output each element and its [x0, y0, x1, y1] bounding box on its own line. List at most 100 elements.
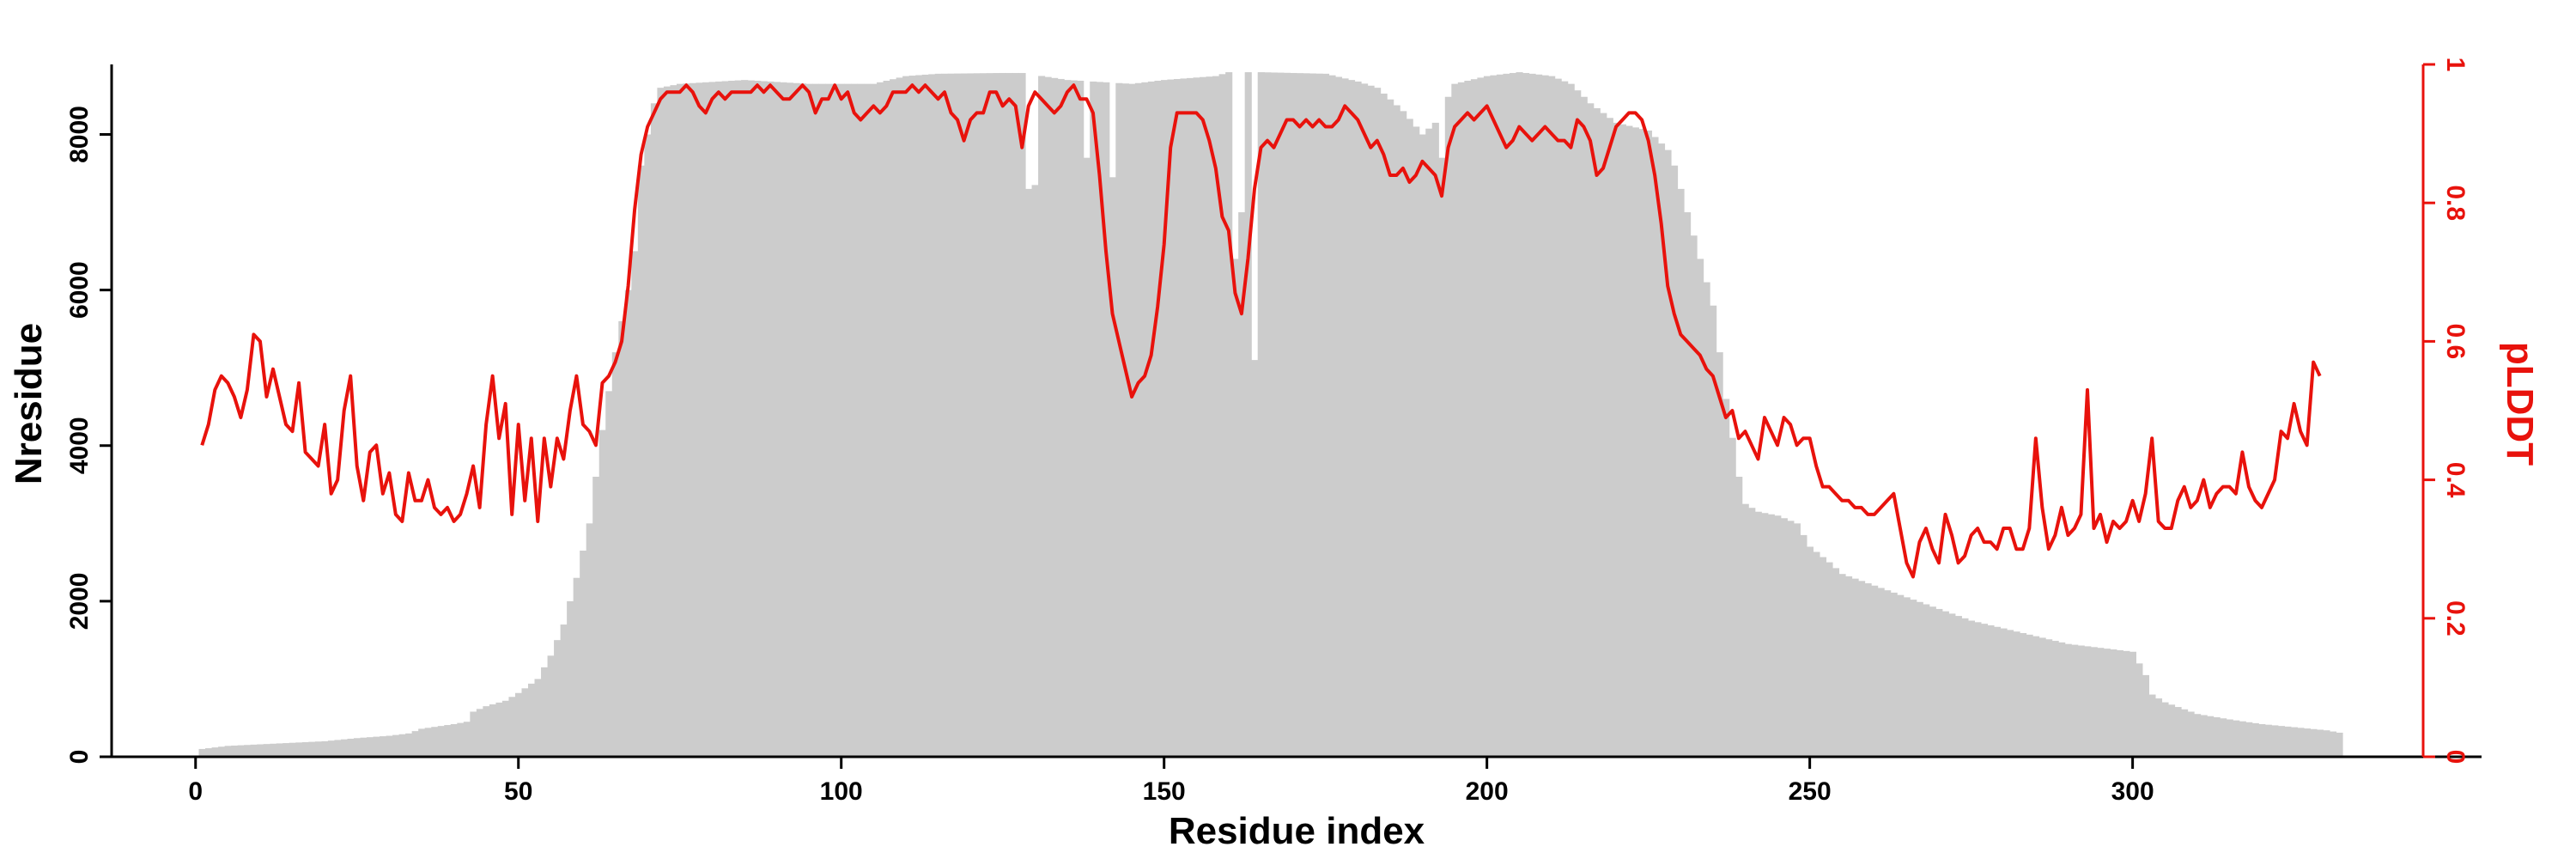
histogram-bar: [1644, 130, 1653, 758]
histogram-bar: [644, 134, 652, 757]
histogram-bar: [444, 725, 452, 757]
histogram-bar: [611, 352, 619, 757]
histogram-bar: [824, 83, 833, 757]
histogram-bar: [450, 723, 458, 757]
histogram-bar: [1096, 82, 1103, 757]
histogram-bar: [1225, 72, 1233, 757]
histogram-bar: [289, 742, 296, 757]
histogram-bar: [257, 744, 264, 757]
histogram-bar: [702, 82, 710, 757]
histogram-bar: [1264, 72, 1272, 758]
histogram-bar: [818, 83, 826, 757]
histogram-bar: [1787, 521, 1795, 757]
histogram-bar: [598, 430, 606, 757]
histogram-bar: [1490, 75, 1498, 758]
histogram-bar: [1600, 113, 1607, 758]
x-tick-label: 100: [820, 777, 863, 806]
histogram-bar: [921, 74, 929, 757]
histogram-bar: [2097, 648, 2105, 757]
histogram-bar: [1657, 143, 1666, 757]
histogram-bar: [2290, 727, 2298, 757]
histogram-bar: [676, 83, 684, 757]
histogram-bar: [2148, 694, 2156, 757]
histogram-bar: [1057, 78, 1065, 757]
histogram-bar: [1444, 96, 1452, 758]
histogram-bar: [1800, 534, 1807, 757]
y-right-tick-label: 1: [2441, 58, 2470, 72]
histogram-bar: [1677, 188, 1685, 757]
histogram-bar: [1548, 76, 1556, 757]
histogram-bar: [1910, 600, 1917, 757]
histogram-bar: [398, 734, 406, 757]
histogram-bar: [560, 624, 568, 757]
histogram-bar: [1477, 77, 1485, 757]
histogram-bar: [624, 289, 632, 757]
histogram-bar: [1290, 72, 1297, 757]
histogram-bar: [528, 683, 536, 757]
histogram-bar: [1328, 75, 1336, 758]
histogram-bar: [1625, 125, 1633, 758]
histogram-bar: [1200, 76, 1207, 758]
histogram-bar: [734, 80, 742, 757]
histogram-bar: [573, 577, 580, 757]
histogram-bar: [670, 85, 677, 757]
histogram-bar: [2284, 726, 2292, 757]
histogram-bar: [1838, 574, 1846, 757]
histogram-bar: [380, 736, 387, 757]
histogram-bar: [890, 79, 897, 757]
y-left-tick-label: 2000: [65, 573, 94, 631]
histogram-bar: [799, 83, 806, 757]
histogram-bar: [754, 81, 762, 757]
y-right-tick-label: 0.2: [2441, 600, 2470, 637]
histogram-bar: [967, 73, 975, 757]
histogram-bar: [567, 600, 574, 757]
histogram-bar: [1767, 514, 1775, 757]
histogram-bar: [231, 745, 239, 757]
histogram-bar: [431, 727, 439, 757]
histogram-bar: [870, 83, 878, 757]
histogram-bar: [1277, 72, 1285, 758]
histogram-bar: [1535, 74, 1543, 757]
histogram-bar: [2181, 709, 2189, 757]
histogram-bar: [521, 688, 529, 757]
histogram-bar: [2045, 639, 2053, 757]
y-left-tick-label: 8000: [65, 106, 94, 163]
histogram-bar: [1160, 80, 1169, 758]
histogram-bar: [2310, 728, 2318, 757]
y-right-tick-label: 0.8: [2441, 185, 2470, 221]
histogram-bar: [934, 73, 942, 758]
histogram-bar: [805, 83, 813, 757]
histogram-bar: [1134, 82, 1142, 758]
histogram-bar: [327, 740, 336, 757]
histogram-bar: [1522, 72, 1530, 757]
histogram-bar: [340, 739, 349, 757]
histogram-bar: [547, 655, 555, 757]
histogram-bar: [690, 82, 697, 758]
histogram-bar: [321, 740, 329, 757]
histogram-bar: [295, 742, 303, 757]
histogram-bar: [418, 728, 426, 757]
histogram-bar: [218, 746, 226, 757]
histogram-bar: [1374, 88, 1382, 758]
histogram-bar: [301, 741, 309, 757]
histogram-bar: [244, 745, 252, 757]
histogram-bar: [334, 740, 342, 757]
histogram-bar: [2239, 721, 2246, 757]
histogram-bar: [263, 744, 270, 757]
histogram-bar: [1109, 177, 1116, 757]
histogram-bar: [1832, 568, 1840, 757]
histogram-bar: [1457, 82, 1465, 757]
histogram-bar: [637, 165, 645, 758]
histogram-bar: [1826, 562, 1833, 757]
histogram-bar: [2077, 645, 2085, 757]
histogram-bar: [1858, 581, 1866, 757]
histogram-bar: [908, 76, 916, 758]
histogram-bar: [483, 706, 490, 757]
histogram-bar: [1722, 399, 1730, 757]
histogram-bar: [457, 722, 465, 757]
histogram-bar: [1580, 96, 1588, 758]
histogram-bar: [850, 83, 859, 757]
y-left-tick-label: 4000: [65, 417, 94, 474]
histogram-bar: [721, 81, 729, 758]
histogram-bar: [1413, 126, 1420, 757]
